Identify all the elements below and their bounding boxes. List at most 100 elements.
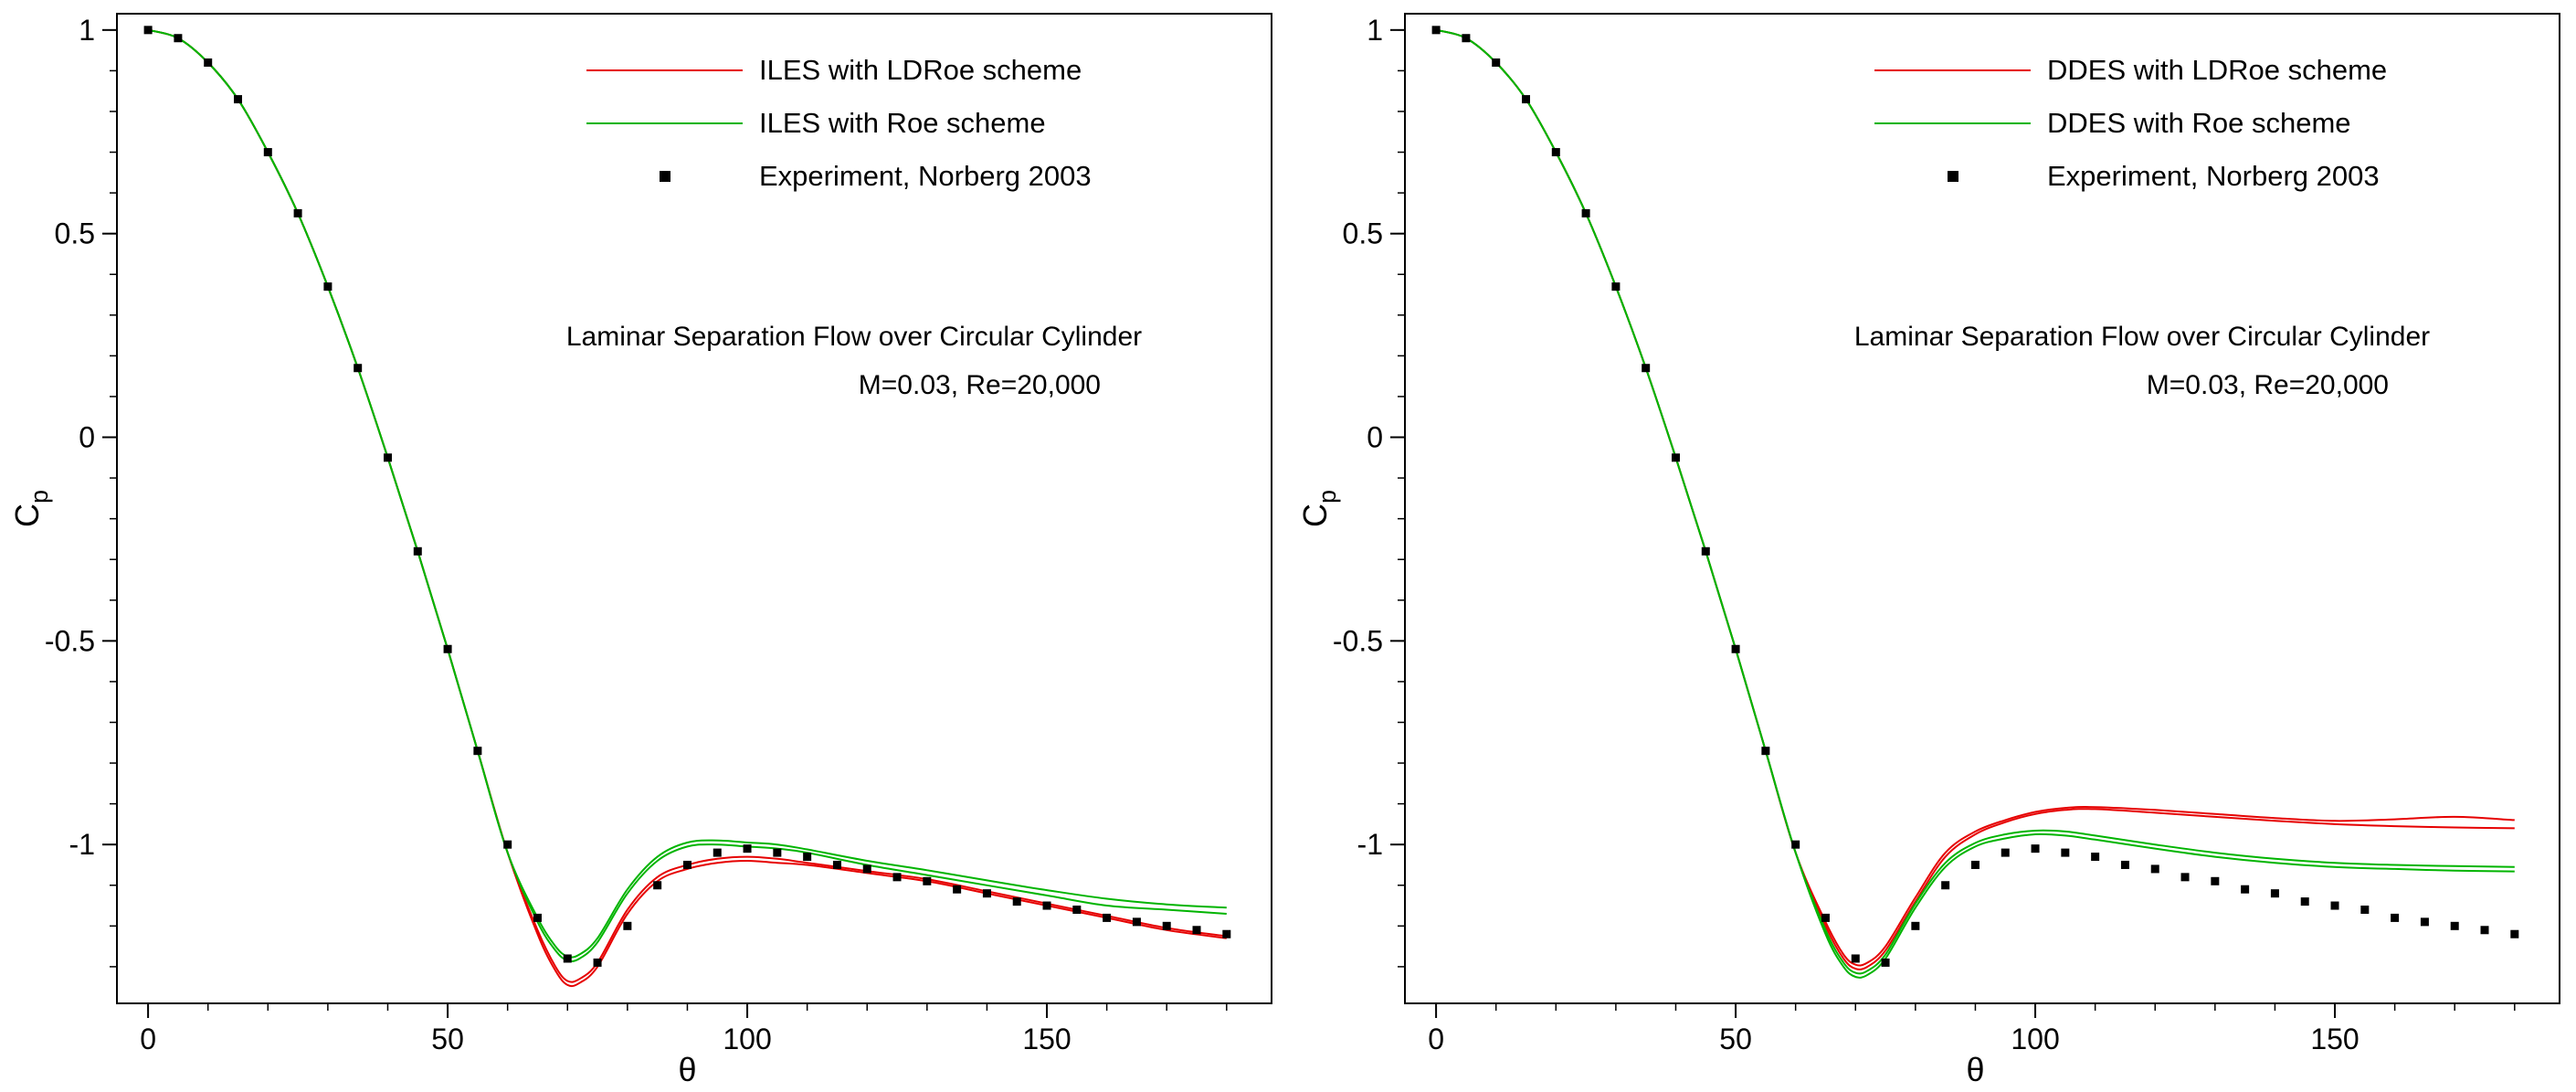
- experiment-marker: [803, 853, 812, 862]
- experiment-marker: [2061, 848, 2070, 857]
- experiment-marker: [1761, 747, 1770, 756]
- experiment-marker: [2420, 917, 2429, 927]
- x-tick-label: 150: [2310, 1023, 2359, 1055]
- annotation-title: Laminar Separation Flow over Circular Cy…: [565, 322, 1143, 352]
- chart-iles: 0 50 100 150 1 0.5 0 -0.5 -1 θ Cp ILES with LDRoe …: [8, 13, 1272, 1088]
- series-markers-experiment-norberg-2003: [143, 26, 1231, 967]
- experiment-marker: [1881, 958, 1890, 967]
- experiment-marker: [1222, 929, 1231, 938]
- experiment-marker: [2300, 897, 2309, 906]
- experiment-marker: [383, 453, 392, 462]
- experiment-marker: [174, 34, 183, 43]
- legend-label: DDES with Roe scheme: [2047, 107, 2351, 139]
- experiment-marker: [1701, 546, 1710, 556]
- experiment-marker: [1671, 453, 1680, 462]
- experiment-marker: [293, 208, 302, 217]
- experiment-marker: [2120, 860, 2129, 869]
- experiment-marker: [354, 364, 363, 373]
- y-tick-label: 1: [1367, 14, 1383, 47]
- series-markers-experiment-norberg-2003: [1431, 26, 2519, 967]
- legend-item-ldroe[interactable]: DDES with LDRoe scheme: [1874, 44, 2387, 97]
- experiment-marker: [773, 848, 782, 857]
- experiment-marker: [2180, 873, 2190, 882]
- experiment-marker: [1492, 58, 1501, 67]
- annotation-title: Laminar Separation Flow over Circular Cy…: [1853, 322, 2431, 352]
- y-tick-label: 0: [79, 421, 95, 454]
- experiment-marker: [1042, 901, 1051, 910]
- experiment-marker: [1551, 148, 1560, 157]
- legend-line-swatch: [586, 122, 743, 124]
- experiment-marker: [743, 844, 752, 853]
- x-tick-label: 150: [1022, 1023, 1071, 1055]
- legend-line-swatch: [1874, 69, 2031, 71]
- plot-svg-iles: 0 50 100 150 1 0.5 0 -0.5 -1 θ Cp: [8, 13, 1272, 1088]
- y-tick-label: -1: [1357, 828, 1383, 861]
- y-tick-label: -1: [69, 828, 95, 861]
- x-axis-label: θ: [678, 1051, 696, 1088]
- legend-marker-swatch: [586, 171, 743, 182]
- experiment-marker: [473, 747, 482, 756]
- experiment-marker: [2391, 913, 2400, 922]
- experiment-marker: [323, 282, 333, 292]
- x-tick-label: 100: [723, 1023, 771, 1055]
- experiment-marker: [923, 876, 932, 885]
- experiment-marker: [1611, 282, 1621, 292]
- experiment-marker: [1911, 921, 1920, 930]
- experiment-marker: [682, 860, 692, 869]
- experiment-marker: [892, 873, 902, 882]
- legend-label: Experiment, Norberg 2003: [2047, 160, 2380, 192]
- legend-item-experiment[interactable]: Experiment, Norberg 2003: [586, 150, 1092, 203]
- y-tick-label: -0.5: [45, 624, 95, 657]
- experiment-marker: [503, 840, 512, 849]
- x-tick-label: 0: [140, 1023, 156, 1055]
- legend-item-roe[interactable]: ILES with Roe scheme: [586, 97, 1092, 150]
- experiment-marker: [623, 921, 632, 930]
- x-tick-label: 0: [1428, 1023, 1444, 1055]
- plot-frame: [116, 13, 1272, 1004]
- experiment-marker: [2211, 876, 2220, 885]
- experiment-marker: [2001, 848, 2010, 857]
- experiment-marker: [1072, 905, 1082, 914]
- annotation-conditions: M=0.03, Re=20,000: [858, 370, 1101, 400]
- experiment-marker: [1103, 913, 1112, 922]
- experiment-marker: [593, 958, 602, 967]
- y-tick-label: 1: [79, 14, 95, 47]
- y-axis-label: Cp: [1296, 490, 1341, 527]
- experiment-marker: [1791, 840, 1800, 849]
- legend-marker-swatch: [1874, 171, 2031, 182]
- experiment-marker: [413, 546, 422, 556]
- y-tick-label: 0.5: [1343, 217, 1383, 250]
- experiment-marker: [2031, 844, 2040, 853]
- series-line2-ddes-with-roe-scheme: [1435, 28, 2515, 975]
- legend-iles: ILES with LDRoe scheme ILES with Roe sch…: [586, 44, 1092, 203]
- experiment-marker: [982, 889, 991, 898]
- experiment-marker: [2150, 864, 2159, 874]
- x-tick-label: 50: [431, 1023, 464, 1055]
- experiment-marker: [563, 954, 572, 963]
- y-tick-label: 0.5: [55, 217, 95, 250]
- experiment-marker: [1821, 913, 1830, 922]
- legend-item-roe[interactable]: DDES with Roe scheme: [1874, 97, 2387, 150]
- experiment-marker: [1192, 926, 1201, 935]
- experiment-marker: [1970, 860, 1980, 869]
- plot-frame: [1404, 13, 2560, 1004]
- experiment-marker: [1162, 921, 1171, 930]
- experiment-marker: [1012, 897, 1021, 906]
- legend-item-experiment[interactable]: Experiment, Norberg 2003: [1874, 150, 2387, 203]
- experiment-marker: [1941, 881, 1950, 890]
- legend-item-ldroe[interactable]: ILES with LDRoe scheme: [586, 44, 1092, 97]
- legend-label: ILES with Roe scheme: [759, 107, 1046, 139]
- experiment-marker: [953, 885, 962, 894]
- experiment-marker: [1462, 34, 1471, 43]
- experiment-marker: [1522, 95, 1531, 104]
- experiment-marker: [234, 95, 243, 104]
- experiment-marker: [2450, 921, 2459, 930]
- experiment-marker: [533, 913, 542, 922]
- annotation-conditions: M=0.03, Re=20,000: [2146, 370, 2389, 400]
- experiment-marker: [1132, 917, 1141, 927]
- legend-label: Experiment, Norberg 2003: [759, 160, 1092, 192]
- experiment-marker: [1642, 364, 1651, 373]
- experiment-marker: [713, 848, 722, 857]
- experiment-marker: [2510, 929, 2519, 938]
